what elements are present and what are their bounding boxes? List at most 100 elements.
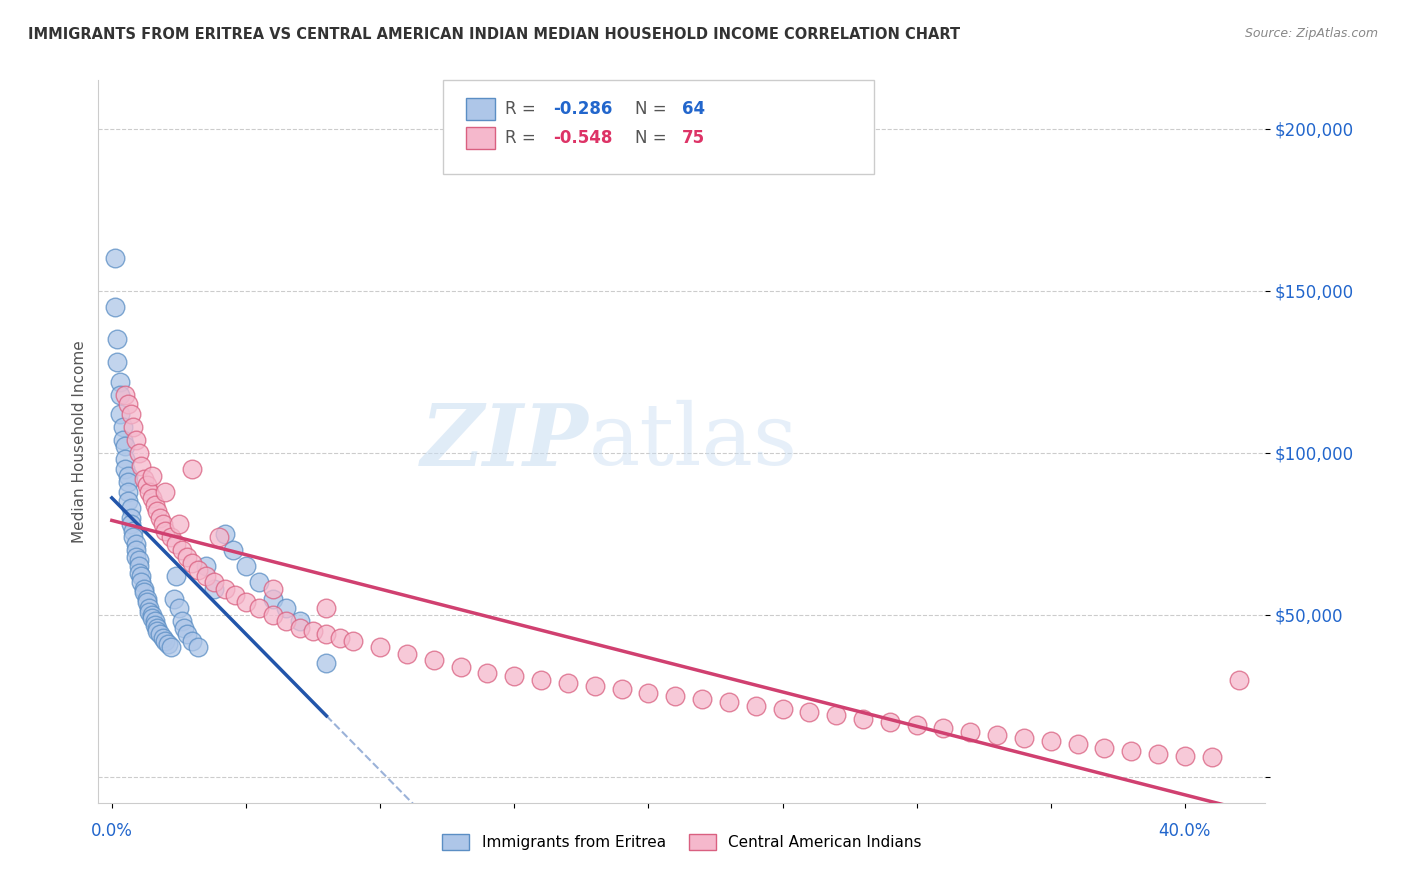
Point <box>717 695 740 709</box>
Point <box>610 682 633 697</box>
Point <box>214 527 236 541</box>
Point <box>1039 734 1062 748</box>
Point <box>329 631 352 645</box>
Point <box>146 504 169 518</box>
Point <box>128 566 150 580</box>
Point <box>852 712 875 726</box>
Point <box>152 517 174 532</box>
Point <box>128 446 150 460</box>
Point <box>235 559 257 574</box>
Text: ZIP: ZIP <box>420 400 589 483</box>
Point <box>1121 744 1143 758</box>
Point <box>187 640 209 655</box>
FancyBboxPatch shape <box>443 80 875 174</box>
Point <box>155 484 177 499</box>
Point <box>342 633 364 648</box>
Point <box>122 530 145 544</box>
Text: 0.0%: 0.0% <box>91 822 132 840</box>
Point <box>247 575 270 590</box>
Point <box>125 536 148 550</box>
Bar <box>465 128 495 149</box>
Point <box>276 601 298 615</box>
Point <box>181 633 204 648</box>
Point <box>664 689 686 703</box>
Point <box>276 615 298 629</box>
Point <box>181 462 204 476</box>
Legend: Immigrants from Eritrea, Central American Indians: Immigrants from Eritrea, Central America… <box>436 829 928 856</box>
Point <box>181 556 204 570</box>
Point <box>1147 747 1170 762</box>
Point <box>117 468 139 483</box>
Point <box>146 621 169 635</box>
Point <box>141 607 163 622</box>
Point <box>114 387 136 401</box>
Point <box>111 433 134 447</box>
Point <box>224 589 246 603</box>
Point <box>103 300 125 314</box>
Text: 64: 64 <box>682 100 704 118</box>
Point <box>450 659 472 673</box>
Point <box>135 478 157 492</box>
Point <box>247 601 270 615</box>
Point <box>395 647 418 661</box>
Point <box>131 575 153 590</box>
Point <box>772 702 794 716</box>
Point <box>160 640 183 655</box>
Point <box>690 692 713 706</box>
Point <box>170 615 193 629</box>
Point <box>167 517 190 532</box>
Point <box>1201 750 1223 764</box>
Point <box>114 439 136 453</box>
Point <box>131 569 153 583</box>
Point <box>108 407 131 421</box>
Point <box>176 549 198 564</box>
Point <box>221 543 243 558</box>
Point <box>208 530 231 544</box>
Point <box>141 491 163 506</box>
Point <box>315 657 337 671</box>
Text: R =: R = <box>505 129 540 147</box>
Point <box>117 475 139 489</box>
Point <box>105 333 128 347</box>
Point <box>1094 740 1116 755</box>
Point <box>1066 738 1088 752</box>
Point <box>120 500 142 515</box>
Point <box>132 585 155 599</box>
Point <box>114 452 136 467</box>
Point <box>125 549 148 564</box>
Point <box>120 407 142 421</box>
Point <box>131 458 153 473</box>
Point <box>315 627 337 641</box>
Point <box>187 562 209 576</box>
Point <box>503 669 526 683</box>
Bar <box>465 98 495 120</box>
Point <box>932 721 955 735</box>
Point <box>128 553 150 567</box>
Point <box>262 582 284 596</box>
Point <box>120 510 142 524</box>
Point <box>155 633 177 648</box>
Point <box>108 387 131 401</box>
Point <box>202 582 225 596</box>
Point <box>288 615 311 629</box>
Point <box>138 605 160 619</box>
Point <box>111 420 134 434</box>
Point <box>1174 748 1197 763</box>
Point <box>135 591 157 606</box>
Point <box>157 637 180 651</box>
Point <box>138 601 160 615</box>
Point <box>152 631 174 645</box>
Point <box>132 582 155 596</box>
Point <box>122 524 145 538</box>
Point <box>1012 731 1035 745</box>
Point <box>143 615 166 629</box>
Point <box>637 686 659 700</box>
Text: -0.548: -0.548 <box>554 129 613 147</box>
Point <box>262 607 284 622</box>
Point <box>143 498 166 512</box>
Point <box>176 627 198 641</box>
Point <box>799 705 821 719</box>
Point <box>114 462 136 476</box>
Point <box>105 355 128 369</box>
Point <box>1227 673 1250 687</box>
